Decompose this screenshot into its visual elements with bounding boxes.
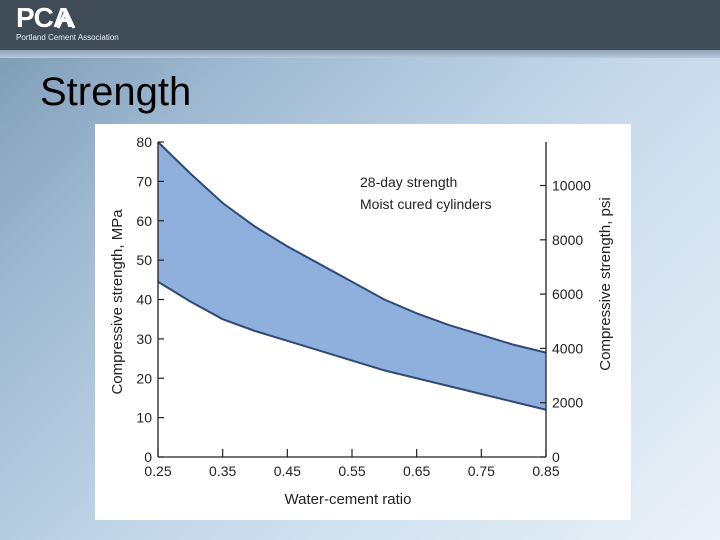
x-tick-label: 0.85	[532, 463, 559, 479]
y2-tick-label: 2000	[552, 395, 583, 411]
header-bar: PCA Portland Cement Association	[0, 0, 720, 50]
y2-axis-title: Compressive strength, psi	[597, 197, 614, 370]
y-ticks-left: 0 10 20 30 40 50 60 70 80	[136, 134, 164, 465]
slide-title: Strength	[40, 70, 192, 114]
chart-svg: 0.25 0.35 0.45 0.55 0.65 0.75 0.85 0 10 20 30 40 50…	[109, 134, 614, 508]
x-tick-label: 0.45	[274, 463, 301, 479]
chart-panel: 0.25 0.35 0.45 0.55 0.65 0.75 0.85 0 10 20 30 40 50…	[95, 124, 631, 520]
x-tick-label: 0.55	[338, 463, 365, 479]
y-tick-label: 0	[144, 449, 152, 465]
y-tick-label: 50	[136, 252, 152, 268]
y-tick-label: 80	[136, 134, 152, 150]
x-tick-label: 0.25	[144, 463, 171, 479]
x-tick-label: 0.35	[209, 463, 236, 479]
annotation-moist-cured: Moist cured cylinders	[360, 196, 492, 212]
upper-bound-line	[157, 141, 547, 354]
lower-bound-line	[157, 280, 547, 411]
y2-tick-label: 10000	[552, 178, 591, 194]
header-band	[0, 50, 720, 58]
y2-tick-label: 6000	[552, 286, 583, 302]
x-axis-title: Water-cement ratio	[285, 491, 412, 508]
y2-tick-label: 4000	[552, 340, 583, 356]
strength-band-fill	[158, 142, 546, 410]
y-tick-label: 20	[136, 370, 152, 386]
y2-tick-label: 0	[552, 449, 560, 465]
y-tick-label: 60	[136, 213, 152, 229]
y-axis-title: Compressive strength, MPa	[109, 209, 126, 395]
y-tick-label: 70	[136, 173, 152, 189]
y2-tick-label: 8000	[552, 232, 583, 248]
y-tick-label: 30	[136, 331, 152, 347]
y-tick-label: 40	[136, 292, 152, 308]
y-ticks-right: 0 2000 4000 6000 8000 10000	[540, 178, 591, 465]
logo-mark-icon	[56, 8, 76, 29]
logo-subtitle: Portland Cement Association	[16, 33, 119, 42]
annotation-28-day: 28-day strength	[360, 174, 457, 190]
x-ticks: 0.25 0.35 0.45 0.55 0.65 0.75 0.85	[144, 449, 560, 479]
x-tick-label: 0.75	[468, 463, 495, 479]
y-tick-label: 10	[136, 410, 152, 426]
x-tick-label: 0.65	[403, 463, 430, 479]
